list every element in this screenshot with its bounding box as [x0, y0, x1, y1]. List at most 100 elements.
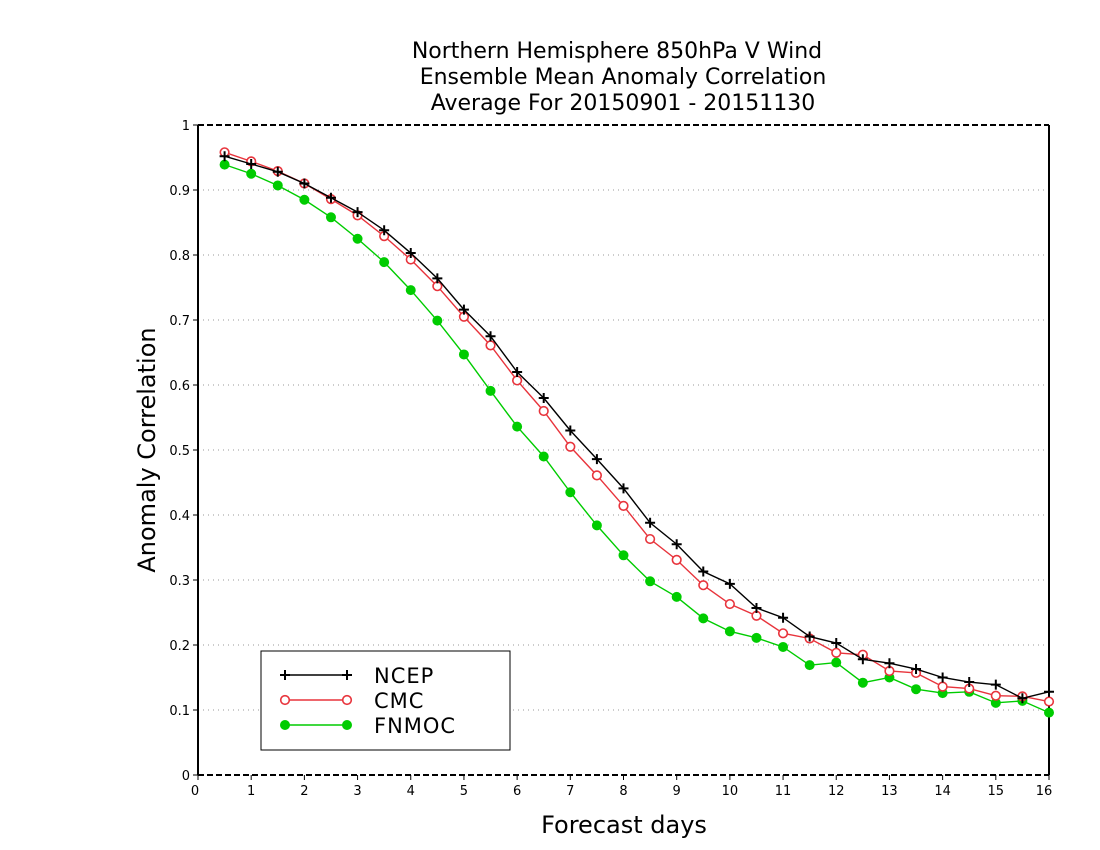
data-point-cmc	[538, 405, 549, 417]
x-tick-label: 13	[881, 784, 898, 799]
data-point-fnmoc	[299, 194, 310, 205]
y-tick-label: 0	[182, 769, 190, 784]
legend-label: FNMOC	[374, 714, 456, 738]
x-tick-label: 16	[1036, 784, 1053, 799]
x-tick-label: 5	[460, 784, 468, 799]
series-cmc	[219, 147, 1055, 707]
data-point-ncep	[219, 151, 230, 162]
x-tick-label: 7	[566, 784, 574, 799]
data-point-ncep	[911, 664, 922, 675]
data-point-cmc	[512, 375, 523, 386]
data-point-ncep	[884, 658, 895, 669]
y-tick-label: 0.1	[169, 704, 190, 719]
data-point-fnmoc	[246, 168, 257, 179]
x-tick-label: 3	[353, 784, 361, 799]
legend-marker	[342, 670, 352, 680]
data-point-cmc	[990, 690, 1001, 701]
data-point-cmc	[1043, 696, 1055, 707]
data-point-ncep	[990, 679, 1001, 690]
legend-marker	[280, 720, 290, 730]
data-point-fnmoc	[645, 576, 656, 587]
legend-marker	[280, 670, 290, 680]
legend-marker	[342, 720, 352, 730]
data-point-ncep	[591, 454, 602, 465]
y-tick-label: 0.4	[169, 509, 190, 524]
data-point-cmc	[777, 628, 789, 639]
data-point-cmc	[671, 554, 682, 565]
series-ncep	[219, 151, 1054, 704]
data-point-cmc	[591, 470, 603, 481]
data-point-ncep	[1017, 693, 1028, 704]
data-point-ncep	[724, 578, 735, 589]
tick-labels: 00.10.20.30.40.50.60.70.80.910 1 2 3 4 5 6 7 8 9 1…	[169, 119, 1052, 799]
legend-item-fnmoc: FNMOC	[280, 714, 456, 738]
data-point-ncep	[671, 539, 682, 550]
y-tick-label: 0.5	[169, 444, 190, 459]
data-point-ncep	[299, 178, 310, 189]
x-tick-label: 9	[673, 784, 681, 799]
x-tick-label: 11	[775, 784, 792, 799]
data-point-ncep	[512, 367, 523, 377]
data-point-cmc	[831, 647, 842, 658]
data-point-fnmoc	[272, 180, 283, 191]
data-point-fnmoc	[512, 421, 523, 432]
data-point-ncep	[485, 331, 496, 342]
x-tick-label: 10	[722, 784, 739, 799]
data-point-ncep	[272, 166, 283, 177]
data-point-fnmoc	[857, 677, 868, 688]
y-tick-label: 1	[182, 119, 190, 134]
data-point-fnmoc	[804, 660, 815, 671]
series-line-fnmoc	[224, 163, 1050, 714]
y-tick-label: 0.3	[169, 574, 190, 589]
axes	[193, 124, 1050, 780]
data-point-fnmoc	[751, 632, 762, 643]
data-point-ncep	[618, 483, 629, 494]
data-point-ncep	[937, 672, 948, 683]
data-point-fnmoc	[379, 257, 390, 268]
data-point-cmc	[644, 533, 656, 545]
data-point-fnmoc	[219, 159, 230, 170]
series-fnmoc	[219, 159, 1054, 718]
legend-label: NCEP	[374, 664, 434, 688]
chart-title: Northern Hemisphere 850hPa V Wind Ensemb…	[412, 39, 826, 116]
data-point-fnmoc	[671, 591, 682, 602]
x-tick-label: 15	[988, 784, 1005, 799]
data-point-ncep	[565, 425, 576, 436]
data-point-fnmoc	[778, 641, 789, 652]
data-point-ncep	[751, 602, 762, 613]
x-tick-label: 0	[191, 784, 199, 799]
data-point-ncep	[432, 273, 443, 284]
data-point-fnmoc	[432, 315, 443, 326]
x-tick-label: 12	[828, 784, 845, 799]
data-point-fnmoc	[831, 657, 842, 668]
legend-box	[260, 650, 511, 751]
gridlines	[198, 189, 1049, 711]
data-point-ncep	[325, 192, 336, 203]
x-tick-label: 4	[407, 784, 415, 799]
data-point-cmc	[618, 500, 629, 512]
data-point-cmc	[724, 598, 735, 610]
x-tick-label: 6	[513, 784, 521, 799]
data-point-ncep	[698, 566, 709, 577]
data-point-ncep	[458, 304, 469, 315]
data-point-ncep	[352, 207, 363, 218]
data-point-cmc	[565, 441, 576, 452]
y-tick-label: 0.8	[169, 249, 190, 264]
data-point-fnmoc	[911, 684, 922, 695]
y-tick-label: 0.6	[169, 379, 190, 394]
series-layer	[219, 147, 1055, 718]
data-point-fnmoc	[591, 520, 602, 531]
data-point-ncep	[379, 225, 390, 236]
x-tick-label: 1	[247, 784, 255, 799]
legend-item-ncep: NCEP	[280, 664, 434, 688]
x-tick-label: 8	[619, 784, 627, 799]
data-point-ncep	[804, 631, 815, 642]
data-point-ncep	[645, 517, 656, 528]
data-point-fnmoc	[698, 613, 709, 624]
x-tick-label: 2	[300, 784, 308, 799]
data-point-fnmoc	[325, 212, 336, 223]
data-point-fnmoc	[538, 451, 549, 462]
legend-marker	[279, 694, 291, 706]
